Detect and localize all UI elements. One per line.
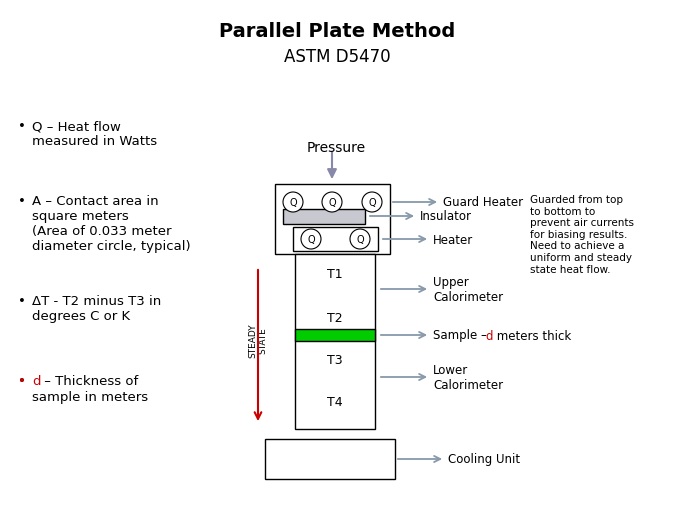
- Bar: [265, 439, 395, 479]
- Text: Parallel Plate Method: Parallel Plate Method: [219, 22, 455, 41]
- Circle shape: [322, 192, 342, 213]
- Text: T4: T4: [327, 396, 343, 409]
- Text: T1: T1: [327, 268, 343, 281]
- Text: •: •: [18, 374, 26, 387]
- Text: Upper
Calorimeter: Upper Calorimeter: [433, 275, 503, 304]
- Text: •: •: [18, 294, 26, 308]
- Bar: [295, 255, 375, 429]
- Text: T3: T3: [327, 353, 343, 366]
- Text: ΔT - T2 minus T3 in
degrees C or K: ΔT - T2 minus T3 in degrees C or K: [32, 294, 161, 322]
- Bar: [293, 228, 378, 251]
- Text: Guarded from top
to bottom to
prevent air currents
for biasing results.
Need to : Guarded from top to bottom to prevent ai…: [530, 194, 634, 274]
- Text: •: •: [18, 374, 26, 387]
- Text: Cooling Unit: Cooling Unit: [448, 452, 520, 466]
- Text: A – Contact area in
square meters
(Area of 0.033 meter
diameter circle, typical): A – Contact area in square meters (Area …: [32, 194, 190, 252]
- Circle shape: [350, 230, 370, 249]
- Bar: [275, 185, 390, 255]
- Text: meters thick: meters thick: [493, 329, 571, 342]
- Circle shape: [283, 192, 303, 213]
- Text: Q: Q: [328, 197, 336, 208]
- Text: Insulator: Insulator: [420, 210, 472, 223]
- Text: Q: Q: [356, 234, 364, 244]
- Text: Q: Q: [307, 234, 315, 244]
- Text: •: •: [18, 120, 26, 133]
- Text: Q – Heat flow
measured in Watts: Q – Heat flow measured in Watts: [32, 120, 157, 147]
- Bar: [283, 210, 365, 225]
- Text: Q: Q: [289, 197, 297, 208]
- Text: Heater: Heater: [433, 233, 473, 246]
- Text: STEADY
STATE: STEADY STATE: [248, 323, 268, 358]
- Text: •: •: [18, 194, 26, 208]
- Text: d: d: [32, 374, 40, 387]
- Text: ASTM D5470: ASTM D5470: [284, 48, 390, 66]
- Circle shape: [301, 230, 321, 249]
- Text: Q: Q: [368, 197, 376, 208]
- Text: Sample –: Sample –: [433, 329, 491, 342]
- Circle shape: [362, 192, 382, 213]
- Text: Lower
Calorimeter: Lower Calorimeter: [433, 363, 503, 391]
- Text: – Thickness of: – Thickness of: [40, 374, 138, 387]
- Text: d: d: [485, 329, 493, 342]
- Text: Pressure: Pressure: [307, 141, 366, 155]
- Text: T2: T2: [327, 311, 343, 324]
- Text: sample in meters: sample in meters: [32, 390, 148, 403]
- Text: Guard Heater: Guard Heater: [443, 196, 523, 209]
- Bar: [295, 329, 375, 341]
